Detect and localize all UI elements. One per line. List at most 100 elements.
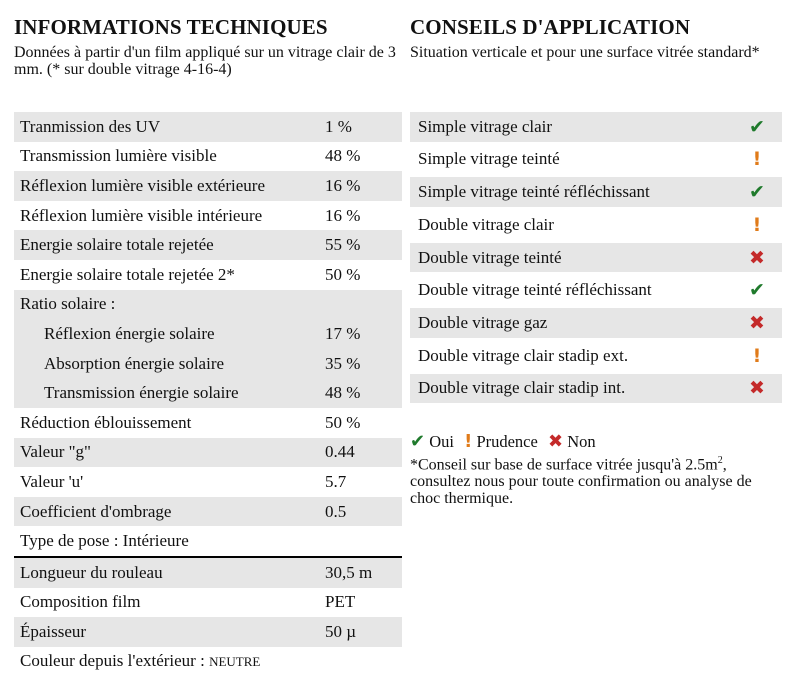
table-row: Transmission lumière visible 48 % bbox=[14, 142, 402, 172]
row-label: Type de pose : Intérieure bbox=[20, 531, 189, 551]
row-label: Coefficient d'ombrage bbox=[20, 501, 172, 521]
cross-icon: ✖ bbox=[749, 377, 765, 400]
table-row: Simple vitrage teinté! bbox=[410, 145, 782, 175]
row-label: Double vitrage teinté réfléchissant bbox=[418, 280, 652, 300]
cross-icon: ✖ bbox=[749, 246, 765, 269]
table-row: Coefficient d'ombrage 0.5 bbox=[14, 496, 402, 527]
check-icon: ✔ bbox=[749, 181, 765, 204]
technical-info-title: INFORMATIONS TECHNIQUES bbox=[14, 15, 328, 39]
table-row: Ratio solaire : bbox=[14, 289, 402, 320]
check-icon: ✔ bbox=[749, 115, 765, 138]
color-value: NEUTRE bbox=[209, 654, 261, 670]
row-value: 35 % bbox=[325, 353, 361, 373]
table-row: Réflexion lumière visible extérieure 16 % bbox=[14, 171, 402, 201]
row-label: Valeur "g" bbox=[20, 442, 91, 462]
technical-info-table: Tranmission des UV 1 % Transmission lumiè… bbox=[14, 112, 402, 676]
legend-prudence-label: Prudence bbox=[476, 432, 538, 451]
legend-non: ✖ Non bbox=[547, 431, 596, 452]
row-value: 17 % bbox=[325, 323, 361, 343]
row-value: 48 % bbox=[325, 146, 361, 166]
row-label: Absorption énergie solaire bbox=[44, 353, 225, 373]
legend-non-label: Non bbox=[567, 432, 596, 451]
row-value: 30,5 m bbox=[325, 562, 373, 582]
cross-icon: ✖ bbox=[749, 311, 765, 334]
row-label: Simple vitrage teinté bbox=[418, 149, 560, 169]
application-advice-section: CONSEILS D'APPLICATION Situation vertica… bbox=[410, 0, 782, 507]
cross-icon: ✖ bbox=[547, 431, 564, 452]
row-label: Energie solaire totale rejetée 2* bbox=[20, 264, 235, 284]
row-label: Simple vitrage teinté réfléchissant bbox=[418, 182, 650, 202]
row-label: Simple vitrage clair bbox=[418, 116, 553, 136]
footnote-sup: 2 bbox=[717, 455, 723, 466]
table-row: Double vitrage gaz ✖ bbox=[410, 308, 782, 338]
row-value: 5.7 bbox=[325, 471, 347, 491]
row-value: 50 % bbox=[325, 412, 361, 432]
application-advice-intro: Situation verticale et pour une surface … bbox=[410, 44, 760, 61]
exclamation-icon: ! bbox=[752, 148, 762, 171]
technical-info-intro: Données à partir d'un film appliqué sur … bbox=[14, 44, 396, 78]
footnote-part2: , consultez nous pour toute confirmation… bbox=[410, 456, 752, 508]
row-label: Épaisseur bbox=[20, 621, 87, 641]
table-row: Type de pose : Intérieure bbox=[14, 526, 402, 556]
footnote: *Conseil sur base de surface vitrée jusq… bbox=[410, 452, 782, 507]
row-value: PET bbox=[325, 592, 356, 612]
row-value: 48 % bbox=[325, 383, 361, 403]
table-row: Simple vitrage clair ✔ bbox=[410, 112, 782, 142]
section-divider bbox=[14, 555, 402, 558]
table-row: Double vitrage teinté réfléchissant ✔ bbox=[410, 275, 782, 305]
table-row: Réduction éblouissement 50 % bbox=[14, 408, 402, 438]
table-row: Double vitrage clair stadip ext.! bbox=[410, 341, 782, 371]
row-label: Valeur 'u' bbox=[20, 471, 84, 491]
row-label: Composition film bbox=[20, 592, 141, 612]
table-row: Réflexion énergie solaire 17 % bbox=[14, 319, 402, 349]
table-row: Réflexion lumière visible intérieure 16 % bbox=[14, 201, 402, 231]
row-label: Double vitrage clair stadip ext. bbox=[418, 345, 629, 365]
row-label: Ratio solaire : bbox=[20, 294, 116, 314]
table-row: Composition film PET bbox=[14, 588, 402, 618]
legend: ✔ Oui ! Prudence ✖ Non bbox=[410, 431, 782, 452]
check-icon: ✔ bbox=[749, 279, 765, 302]
color-label: Couleur depuis l'extérieur : bbox=[20, 651, 210, 671]
technical-info-section: INFORMATIONS TECHNIQUES Données à partir… bbox=[14, 0, 402, 676]
table-row: Absorption énergie solaire 35 % bbox=[14, 348, 402, 379]
row-label: Double vitrage clair bbox=[418, 214, 554, 234]
row-label: Réduction éblouissement bbox=[20, 412, 192, 432]
exclamation-icon: ! bbox=[752, 344, 762, 367]
row-value: 55 % bbox=[325, 235, 361, 255]
row-label: Transmission lumière visible bbox=[20, 146, 217, 166]
row-label: Longueur du rouleau bbox=[20, 562, 163, 582]
application-advice-table: Simple vitrage clair ✔ Simple vitrage tei… bbox=[410, 112, 782, 403]
row-label: Réflexion lumière visible extérieure bbox=[20, 175, 265, 195]
row-value: 16 % bbox=[325, 175, 361, 195]
table-row: Double vitrage teinté ✖ bbox=[410, 242, 782, 273]
table-row: Tranmission des UV 1 % bbox=[14, 112, 402, 142]
footnote-part1: *Conseil sur base de surface vitrée jusq… bbox=[410, 456, 718, 474]
table-row: Épaisseur 50 µ bbox=[14, 617, 402, 647]
row-value: 0.5 bbox=[325, 501, 347, 521]
row-value: 50 µ bbox=[325, 621, 357, 641]
table-row: Valeur 'u' 5.7 bbox=[14, 467, 402, 497]
exclamation-icon: ! bbox=[464, 431, 473, 452]
table-row: Simple vitrage teinté réfléchissant ✔ bbox=[410, 177, 782, 207]
table-row: Energie solaire totale rejetée 2* 50 % bbox=[14, 260, 402, 290]
table-row: Energie solaire totale rejetée 55 % bbox=[14, 230, 402, 260]
row-value: 1 % bbox=[325, 116, 352, 136]
row-label: Double vitrage clair stadip int. bbox=[418, 378, 626, 398]
row-label: Double vitrage teinté bbox=[418, 247, 562, 267]
row-label: Tranmission des UV bbox=[20, 116, 161, 136]
row-label: Energie solaire totale rejetée bbox=[20, 235, 214, 255]
row-value: 16 % bbox=[325, 205, 361, 225]
legend-oui: ✔ Oui bbox=[410, 431, 454, 452]
table-row: Transmission énergie solaire 48 % bbox=[14, 378, 402, 408]
table-row: Double vitrage clair stadip int. ✖ bbox=[410, 373, 782, 403]
check-icon: ✔ bbox=[410, 431, 426, 452]
row-label: Double vitrage gaz bbox=[418, 312, 548, 332]
row-value: 50 % bbox=[325, 264, 361, 284]
table-row: Longueur du rouleau 30,5 m bbox=[14, 557, 402, 588]
legend-oui-label: Oui bbox=[429, 432, 454, 451]
exclamation-icon: ! bbox=[752, 213, 762, 236]
row-label: Transmission énergie solaire bbox=[44, 383, 239, 403]
application-advice-title: CONSEILS D'APPLICATION bbox=[410, 15, 691, 39]
table-row: Double vitrage clair! bbox=[410, 210, 782, 240]
row-label: Réflexion énergie solaire bbox=[44, 323, 215, 343]
